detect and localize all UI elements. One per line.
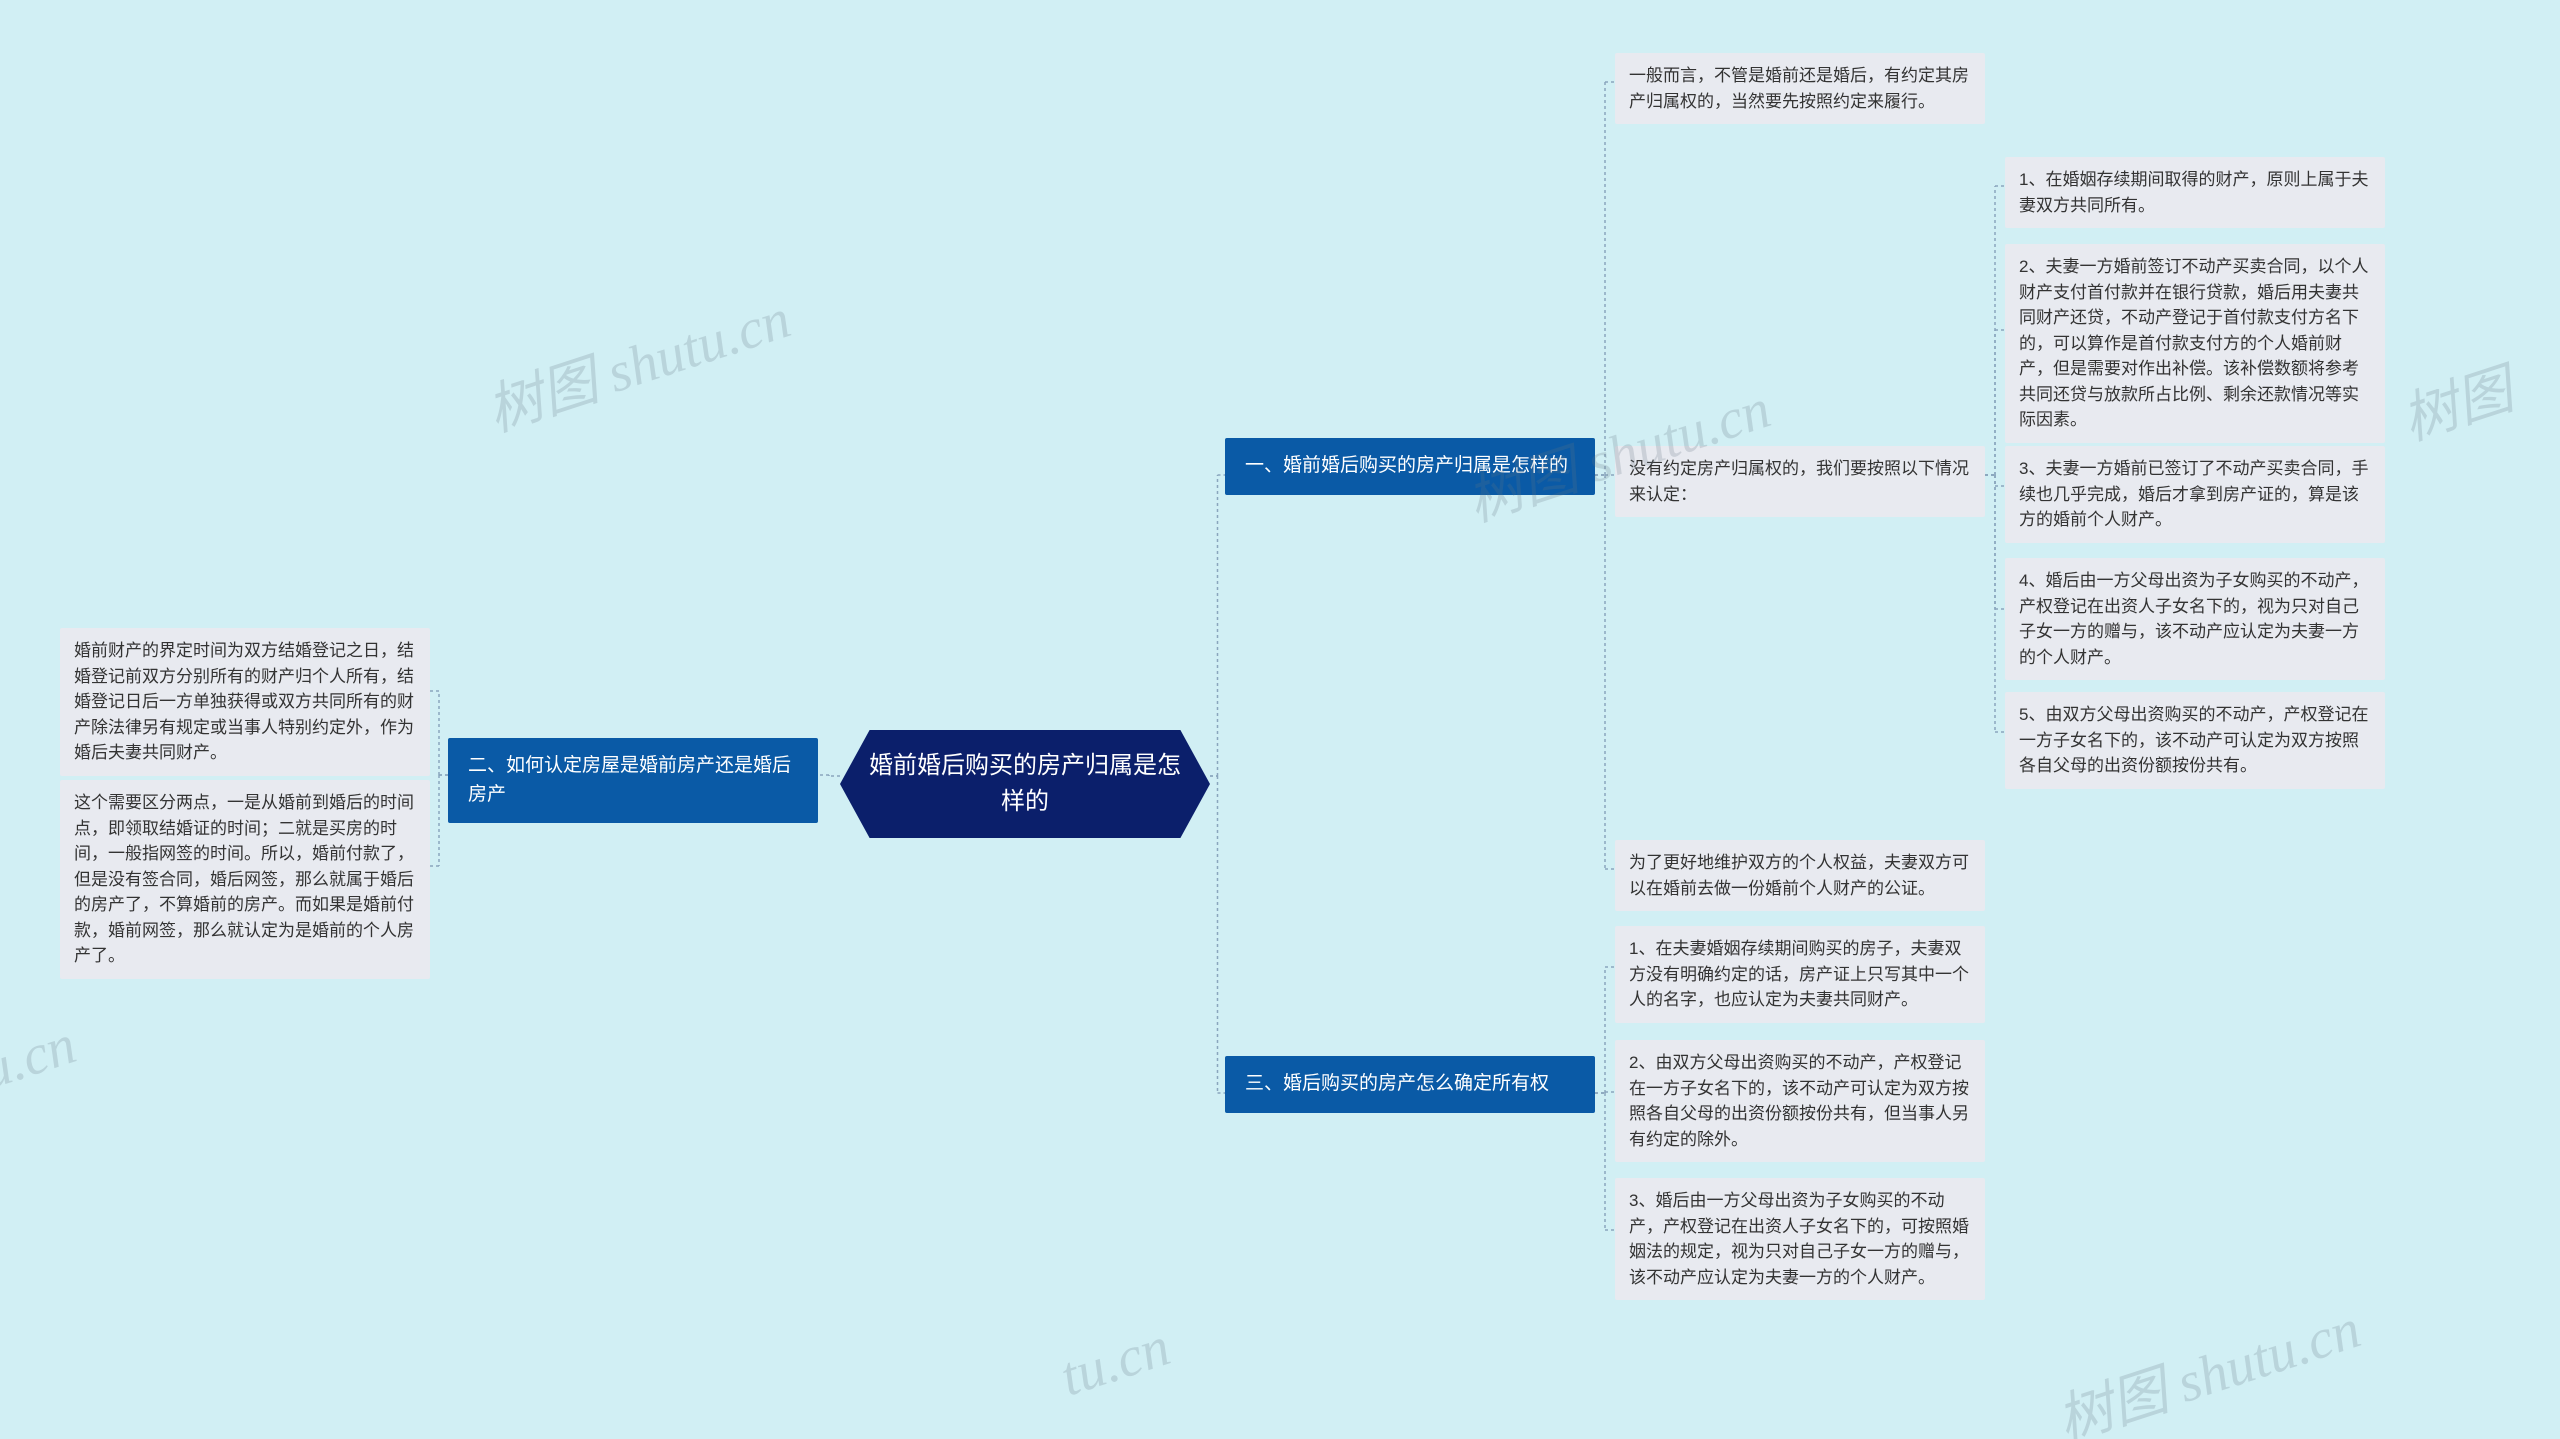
node-text: 三、婚后购买的房产怎么确定所有权 (1245, 1073, 1549, 1094)
node-text: 一、婚前婚后购买的房产归属是怎样的 (1245, 455, 1568, 476)
leaf-node[interactable]: 3、夫妻一方婚前已签订了不动产买卖合同，手续也几乎完成，婚后才拿到房产证的，算是… (2005, 446, 2385, 543)
node-text: 2、夫妻一方婚前签订不动产买卖合同，以个人财产支付首付款并在银行贷款，婚后用夫妻… (2019, 257, 2368, 429)
leaf-node[interactable]: 3、婚后由一方父母出资为子女购买的不动产，产权登记在出资人子女名下的，可按照婚姻… (1615, 1178, 1985, 1300)
leaf-node[interactable]: 1、在夫妻婚姻存续期间购买的房子，夫妻双方没有明确约定的话，房产证上只写其中一个… (1615, 926, 1985, 1023)
node-text: 1、在婚姻存续期间取得的财产，原则上属于夫妻双方共同所有。 (2019, 170, 2368, 215)
node-text: 这个需要区分两点，一是从婚前到婚后的时间点，即领取结婚证的时间；二就是买房的时间… (74, 793, 414, 965)
node-text: 4、婚后由一方父母出资为子女购买的不动产，产权登记在出资人子女名下的，视为只对自… (2019, 571, 2368, 667)
node-text: 一般而言，不管是婚前还是婚后，有约定其房产归属权的，当然要先按照约定来履行。 (1629, 66, 1969, 111)
node-text: 没有约定房产归属权的，我们要按照以下情况来认定： (1629, 459, 1969, 504)
leaf-node[interactable]: 婚前财产的界定时间为双方结婚登记之日，结婚登记前双方分别所有的财产归个人所有，结… (60, 628, 430, 776)
root-node[interactable]: 婚前婚后购买的房产归属是怎样的 (840, 730, 1210, 838)
branch-node[interactable]: 三、婚后购买的房产怎么确定所有权 (1225, 1056, 1595, 1113)
node-text: 3、婚后由一方父母出资为子女购买的不动产，产权登记在出资人子女名下的，可按照婚姻… (1629, 1191, 1969, 1287)
node-text: 1、在夫妻婚姻存续期间购买的房子，夫妻双方没有明确约定的话，房产证上只写其中一个… (1629, 939, 1969, 1009)
leaf-node[interactable]: 一般而言，不管是婚前还是婚后，有约定其房产归属权的，当然要先按照约定来履行。 (1615, 53, 1985, 124)
leaf-node[interactable]: 这个需要区分两点，一是从婚前到婚后的时间点，即领取结婚证的时间；二就是买房的时间… (60, 780, 430, 979)
branch-node[interactable]: 二、如何认定房屋是婚前房产还是婚后房产 (448, 738, 818, 823)
branch-node[interactable]: 一、婚前婚后购买的房产归属是怎样的 (1225, 438, 1595, 495)
node-text: 二、如何认定房屋是婚前房产还是婚后房产 (468, 755, 791, 805)
root-text: 婚前婚后购买的房产归属是怎样的 (869, 752, 1181, 815)
leaf-node[interactable]: 2、夫妻一方婚前签订不动产买卖合同，以个人财产支付首付款并在银行贷款，婚后用夫妻… (2005, 244, 2385, 443)
leaf-node[interactable]: 没有约定房产归属权的，我们要按照以下情况来认定： (1615, 446, 1985, 517)
leaf-node[interactable]: 4、婚后由一方父母出资为子女购买的不动产，产权登记在出资人子女名下的，视为只对自… (2005, 558, 2385, 680)
leaf-node[interactable]: 为了更好地维护双方的个人权益，夫妻双方可以在婚前去做一份婚前个人财产的公证。 (1615, 840, 1985, 911)
leaf-node[interactable]: 5、由双方父母出资购买的不动产，产权登记在一方子女名下的，该不动产可认定为双方按… (2005, 692, 2385, 789)
node-text: 5、由双方父母出资购买的不动产，产权登记在一方子女名下的，该不动产可认定为双方按… (2019, 705, 2368, 775)
leaf-node[interactable]: 2、由双方父母出资购买的不动产，产权登记在一方子女名下的，该不动产可认定为双方按… (1615, 1040, 1985, 1162)
node-text: 2、由双方父母出资购买的不动产，产权登记在一方子女名下的，该不动产可认定为双方按… (1629, 1053, 1969, 1149)
leaf-node[interactable]: 1、在婚姻存续期间取得的财产，原则上属于夫妻双方共同所有。 (2005, 157, 2385, 228)
node-text: 婚前财产的界定时间为双方结婚登记之日，结婚登记前双方分别所有的财产归个人所有，结… (74, 641, 414, 762)
node-text: 3、夫妻一方婚前已签订了不动产买卖合同，手续也几乎完成，婚后才拿到房产证的，算是… (2019, 459, 2368, 529)
node-text: 为了更好地维护双方的个人权益，夫妻双方可以在婚前去做一份婚前个人财产的公证。 (1629, 853, 1969, 898)
